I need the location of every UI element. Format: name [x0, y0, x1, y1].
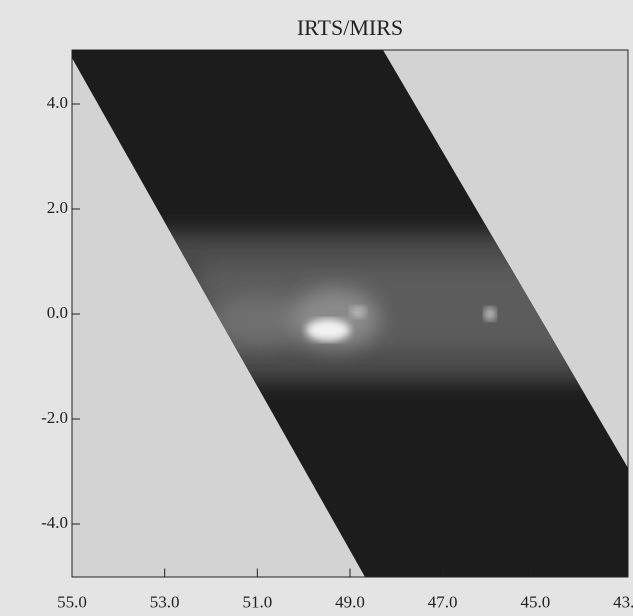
y-tick-label: -2.0 [41, 408, 68, 427]
x-tick-label: 49.0 [335, 592, 365, 611]
x-tick-label: 51.0 [242, 592, 272, 611]
y-tick-label: 4.0 [47, 93, 68, 112]
chart-title: IRTS/MIRS [297, 15, 403, 40]
x-tick-label: 45.0 [520, 592, 550, 611]
x-tick-label: 43.0 [613, 592, 633, 611]
y-tick-label: 0.0 [47, 303, 68, 322]
x-tick-label: 55.0 [57, 592, 87, 611]
x-tick-label: 47.0 [428, 592, 458, 611]
x-tick-label: 53.0 [150, 592, 180, 611]
y-tick-label: 2.0 [47, 198, 68, 217]
y-tick-label: -4.0 [41, 513, 68, 532]
